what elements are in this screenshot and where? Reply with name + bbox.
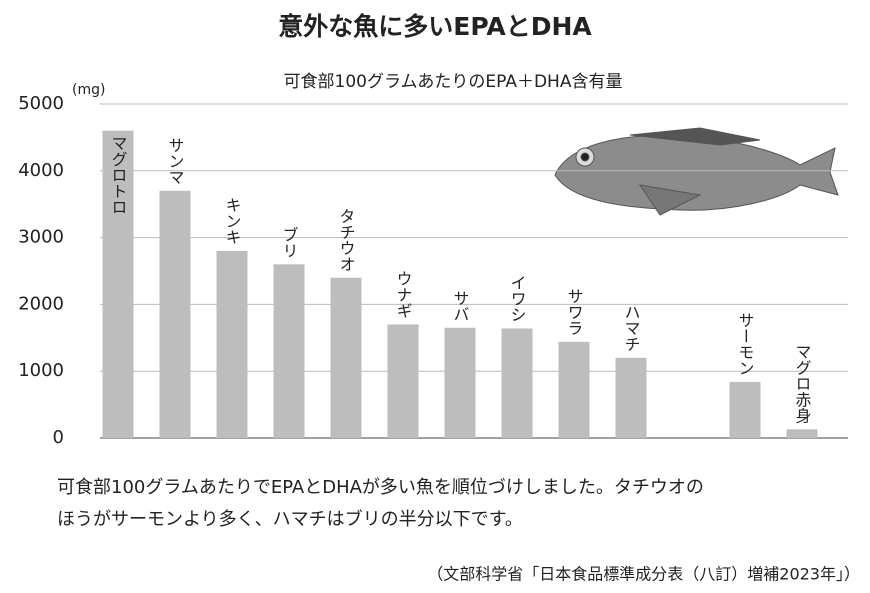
y-tick-label: 2000 xyxy=(18,293,64,314)
bar xyxy=(729,381,761,438)
category-label: サンマ xyxy=(166,137,185,185)
y-tick-label: 4000 xyxy=(18,160,64,181)
bar xyxy=(216,250,248,438)
bar xyxy=(558,341,590,438)
y-tick-label: 5000 xyxy=(18,93,64,114)
category-label: イワシ xyxy=(508,274,527,322)
category-label: ブリ xyxy=(280,226,299,258)
caption-line: 可食部100グラムあたりでEPAとDHAが多い魚を順位づけしました。タチウオの xyxy=(57,477,704,498)
category-label: マグロトロ xyxy=(109,135,128,215)
bar xyxy=(102,130,134,438)
category-label: ハマチ xyxy=(622,304,641,352)
bar xyxy=(159,190,191,438)
bar xyxy=(501,328,533,438)
category-label: キンキ xyxy=(223,197,242,245)
category-label: サバ xyxy=(451,290,470,322)
bar xyxy=(615,357,647,438)
category-label: タチウオ xyxy=(337,208,356,272)
chart-subtitle: 可食部100グラムあたりのEPA＋DHA含有量 xyxy=(284,72,623,92)
bar xyxy=(330,277,362,438)
y-tick-label: 0 xyxy=(53,427,64,448)
bar xyxy=(273,264,305,438)
fish-illustration xyxy=(554,127,839,216)
bar xyxy=(387,324,419,438)
category-label: サワラ xyxy=(565,288,584,336)
category-label: サーモン xyxy=(736,312,755,376)
y-tick-label: 1000 xyxy=(18,360,64,381)
bar xyxy=(444,327,476,438)
caption-line: ほうがサーモンより多く、ハマチはブリの半分以下です。 xyxy=(57,508,523,530)
category-label: ウナギ xyxy=(394,270,413,318)
source: （文部科学省「日本食品標準成分表（八訂）増補2023年」） xyxy=(427,565,860,584)
chart-title: 意外な魚に多いEPAとDHA xyxy=(278,12,592,41)
y-unit: (mg) xyxy=(72,82,105,98)
category-label: マグロ赤身 xyxy=(793,343,812,424)
y-tick-label: 3000 xyxy=(18,227,64,248)
bar xyxy=(786,429,818,438)
